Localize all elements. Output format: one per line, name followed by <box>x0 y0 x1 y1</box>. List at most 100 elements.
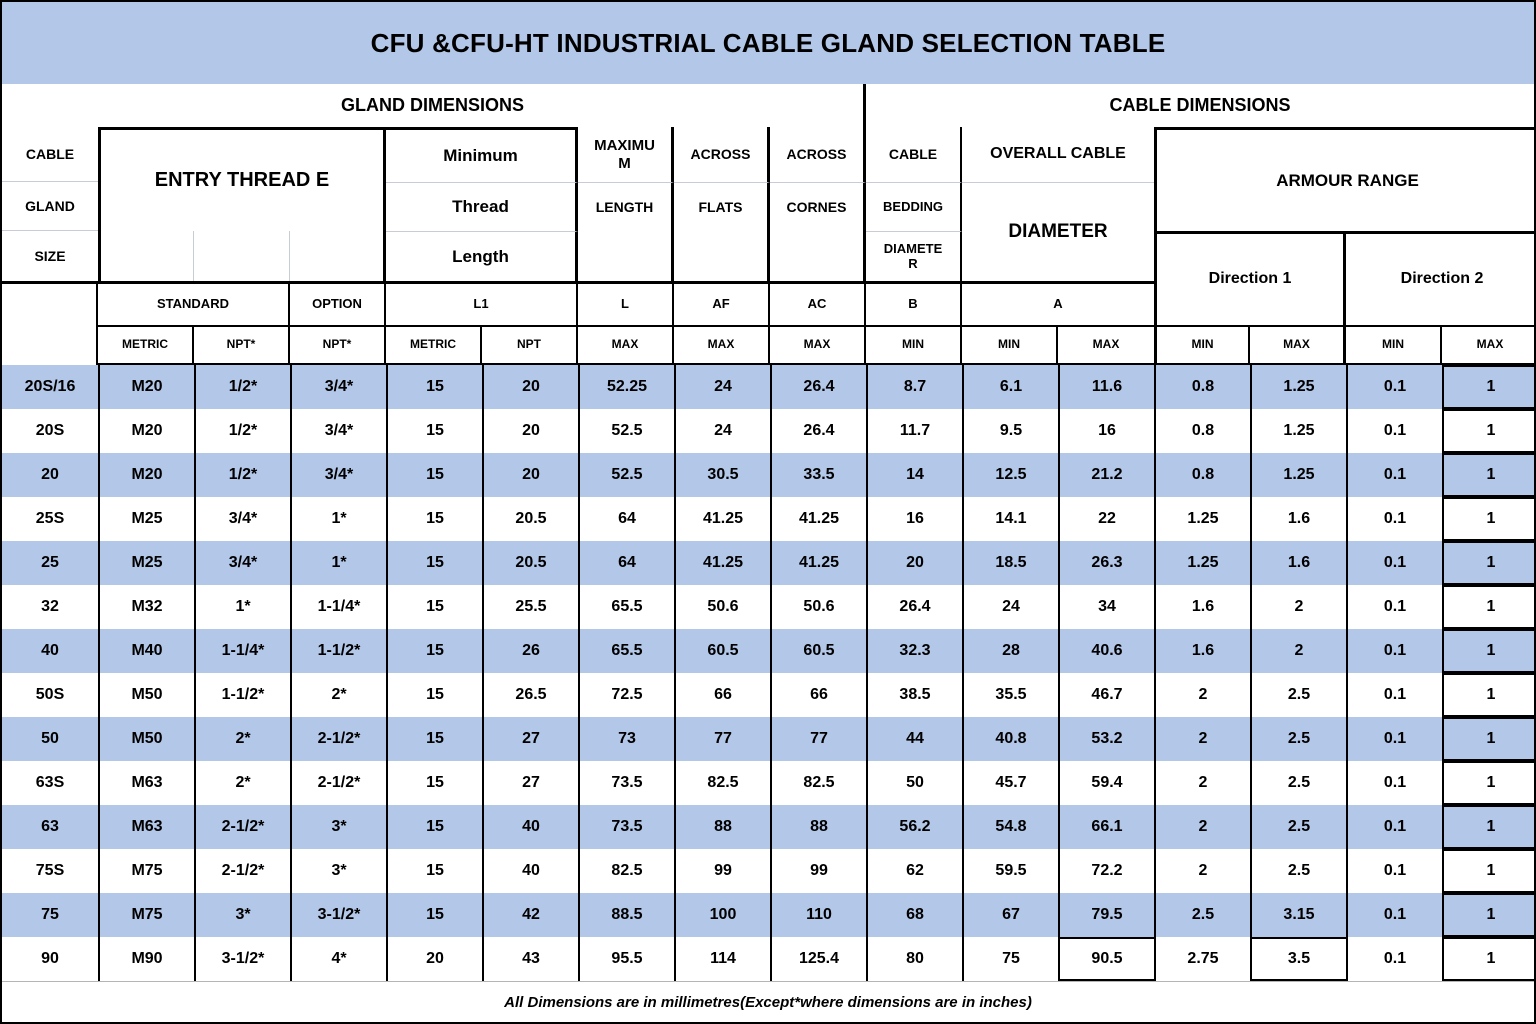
header-cornes-empty <box>770 231 866 281</box>
table-cell: 20 <box>2 453 98 497</box>
table-cell: 2 <box>1154 717 1250 761</box>
table-cell: 0.1 <box>1346 937 1442 981</box>
table-cell: 75 <box>2 893 98 937</box>
table-cell: 3/4* <box>290 453 386 497</box>
header-size: SIZE <box>2 231 98 281</box>
table-cell: 2 <box>1154 849 1250 893</box>
table-cell: M75 <box>98 849 194 893</box>
header-flats: FLATS <box>674 182 770 231</box>
table-cell: 1 <box>1442 717 1534 761</box>
table-cell: 82.5 <box>674 761 770 805</box>
table-cell: 88 <box>770 805 866 849</box>
table-cell: M20 <box>98 365 194 409</box>
header-maximum: MAXIMUM <box>578 127 674 182</box>
table-cell: 88 <box>674 805 770 849</box>
header-sub-max-l: MAX <box>578 325 674 365</box>
table-cell: 1/2* <box>194 453 290 497</box>
table-row: 63 M63 2-1/2* 3* 15 40 73.5 88 88 56.2 54.8 66.1 2 2.… <box>2 805 1534 849</box>
table-cell: M63 <box>98 805 194 849</box>
header-bedding: BEDDING <box>866 182 962 231</box>
table-cell: 43 <box>482 937 578 981</box>
table-row: 20 M20 1/2* 3/4* 15 20 52.5 30.5 33.5 14 12.5 21.2 0… <box>2 453 1534 497</box>
table-cell: 50 <box>866 761 962 805</box>
table-cell: 15 <box>386 629 482 673</box>
header-code-b: B <box>866 281 962 325</box>
table-cell: 82.5 <box>770 761 866 805</box>
table-cell: 0.1 <box>1346 497 1442 541</box>
table-cell: 2-1/2* <box>290 761 386 805</box>
table-cell: 2.75 <box>1154 937 1250 981</box>
table-cell: 20 <box>386 937 482 981</box>
table-cell: 63 <box>2 805 98 849</box>
header-sub-min-d1: MIN <box>1154 325 1250 365</box>
table-cell: 22 <box>1058 497 1154 541</box>
table-cell: 41.25 <box>770 541 866 585</box>
table-row: 32 M32 1* 1-1/4* 15 25.5 65.5 50.6 50.6 26.4 24 34 1… <box>2 585 1534 629</box>
header-sub-max-ac: MAX <box>770 325 866 365</box>
table-cell: 26 <box>482 629 578 673</box>
table-cell: M25 <box>98 541 194 585</box>
header-l1: L1 <box>386 281 578 325</box>
table-cell: 1 <box>1442 893 1534 937</box>
table-cell: 32 <box>2 585 98 629</box>
table-cell: 40.6 <box>1058 629 1154 673</box>
header-direction-1: Direction 1 <box>1154 231 1346 325</box>
table-cell: 2-1/2* <box>194 805 290 849</box>
table-cell: 52.5 <box>578 409 674 453</box>
table-cell: 2* <box>290 673 386 717</box>
table-cell: 125.4 <box>770 937 866 981</box>
table-cell: 38.5 <box>866 673 962 717</box>
table-cell: M20 <box>98 453 194 497</box>
table-header: CABLE GLAND SIZE ENTRY THREAD E Minimum … <box>2 127 1534 365</box>
table-cell: 16 <box>1058 409 1154 453</box>
title-bar: CFU &CFU-HT INDUSTRIAL CABLE GLAND SELEC… <box>2 2 1534 84</box>
header-sub-min-d2: MIN <box>1346 325 1442 365</box>
header-sub-min-a: MIN <box>962 325 1058 365</box>
table-cell: 65.5 <box>578 629 674 673</box>
header-bedding-diameter: DIAMETER <box>866 231 962 281</box>
table-cell: 1.6 <box>1250 541 1346 585</box>
table-row: 75S M75 2-1/2* 3* 15 40 82.5 99 99 62 59.5 72.2 2 2.5… <box>2 849 1534 893</box>
table-cell: 24 <box>674 409 770 453</box>
table-cell: 50.6 <box>770 585 866 629</box>
table-cell: 2.5 <box>1250 673 1346 717</box>
table-cell: 52.5 <box>578 453 674 497</box>
table-cell: 53.2 <box>1058 717 1154 761</box>
table-cell: 32.3 <box>866 629 962 673</box>
table-cell: 24 <box>674 365 770 409</box>
table-cell: 1.6 <box>1250 497 1346 541</box>
table-cell: 3/4* <box>290 365 386 409</box>
table-cell: 1* <box>290 497 386 541</box>
table-cell: 0.1 <box>1346 585 1442 629</box>
table-cell: 80 <box>866 937 962 981</box>
table-cell: 75S <box>2 849 98 893</box>
header-sub-metric-l1: METRIC <box>386 325 482 365</box>
table-cell: 33.5 <box>770 453 866 497</box>
header-cable-bedding-top: CABLE <box>866 127 962 182</box>
table-cell: 2-1/2* <box>290 717 386 761</box>
table-cell: 8.7 <box>866 365 962 409</box>
table-cell: 99 <box>674 849 770 893</box>
table-cell: M25 <box>98 497 194 541</box>
table-cell: 114 <box>674 937 770 981</box>
table-cell: 41.25 <box>674 497 770 541</box>
table-cell: 77 <box>770 717 866 761</box>
header-gland: GLAND <box>2 182 98 231</box>
table-cell: 1.25 <box>1250 365 1346 409</box>
table-cell: 20.5 <box>482 541 578 585</box>
table-cell: 1 <box>1442 497 1534 541</box>
table-cell: 20 <box>866 541 962 585</box>
table-cell: 0.1 <box>1346 761 1442 805</box>
table-cell: 12.5 <box>962 453 1058 497</box>
table-cell: 99 <box>770 849 866 893</box>
table-cell: 1 <box>1442 365 1534 409</box>
table-cell: 16 <box>866 497 962 541</box>
table-cell: 50.6 <box>674 585 770 629</box>
table-cell: 1.25 <box>1250 453 1346 497</box>
table-cell: 41.25 <box>674 541 770 585</box>
header-armour-range: ARMOUR RANGE <box>1154 127 1534 231</box>
table-cell: 1* <box>194 585 290 629</box>
header-blank-cell <box>2 281 98 365</box>
table-cell: 0.1 <box>1346 453 1442 497</box>
section-header-row: GLAND DIMENSIONS CABLE DIMENSIONS <box>2 84 1534 127</box>
